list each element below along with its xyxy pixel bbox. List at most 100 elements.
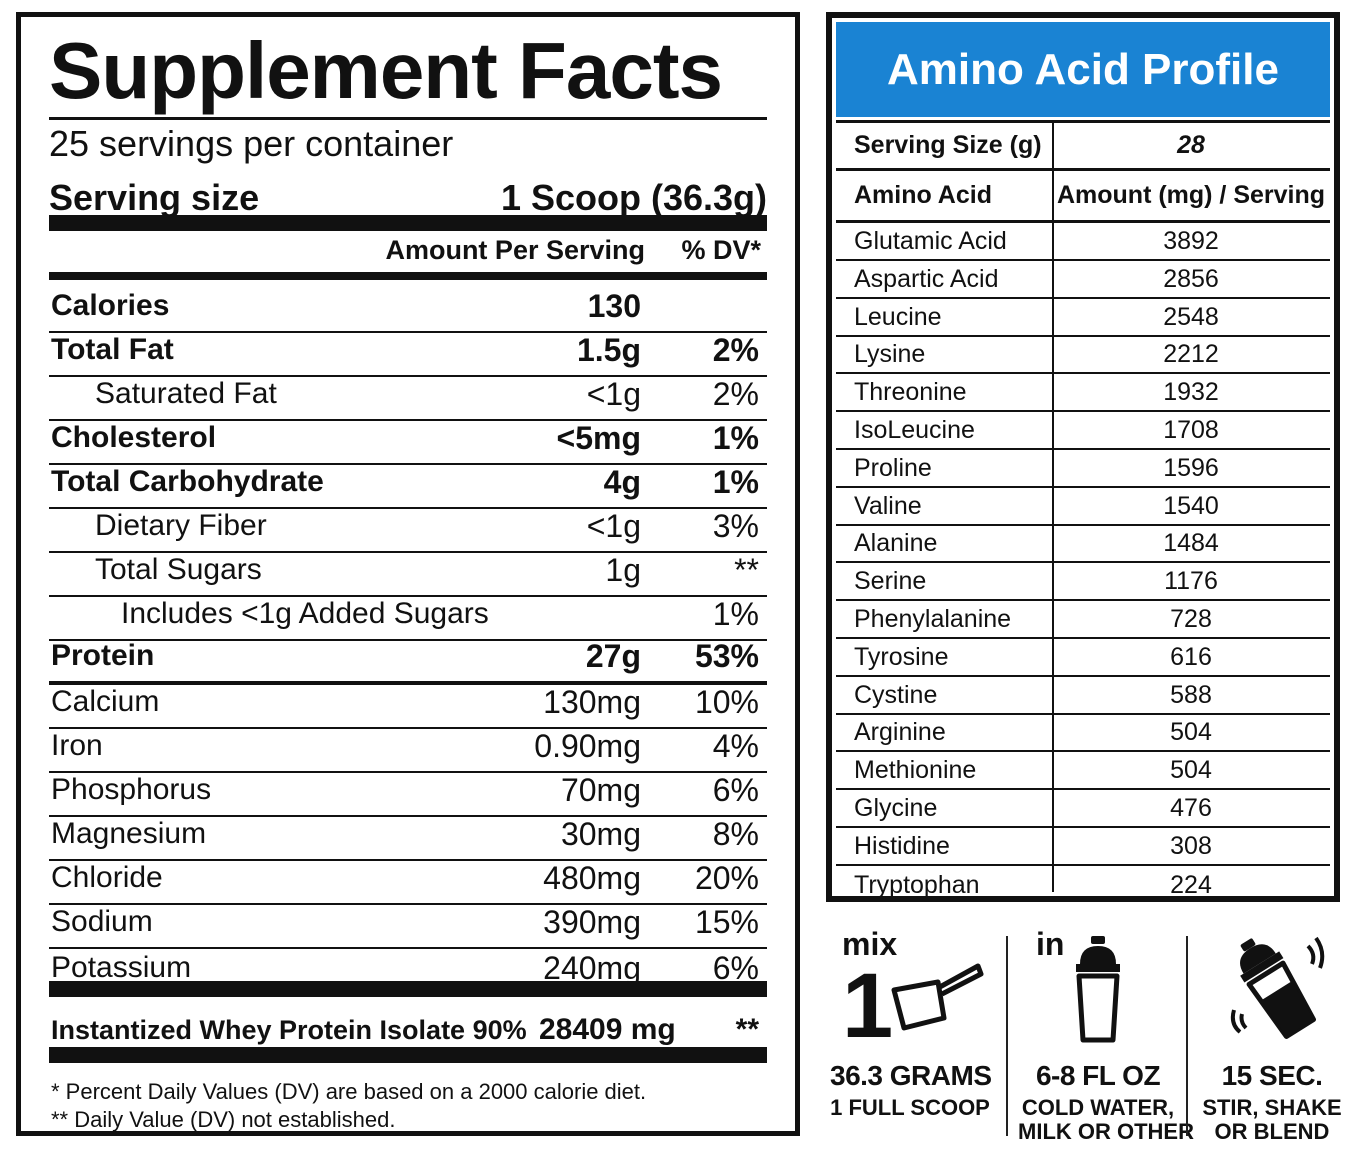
amino-acid-row: IsoLeucine 1708 xyxy=(836,412,1330,450)
shake-method-2: OR BLEND xyxy=(1214,1119,1330,1144)
amino-acid-amount: 224 xyxy=(1170,870,1212,899)
amino-acid-amount: 1540 xyxy=(1163,491,1219,520)
nutrient-row: Saturated Fat <1g 2% xyxy=(49,376,767,421)
scoop-count: 1 xyxy=(842,955,894,1057)
nutrient-name: Potassium xyxy=(51,951,192,984)
amino-acid-name: Cystine xyxy=(854,680,938,709)
amino-acid-row: Lysine 2212 xyxy=(836,336,1330,374)
nutrient-amount: 1.5g xyxy=(576,332,641,368)
blend-dv: ** xyxy=(735,1013,759,1046)
amino-acid-amount: 504 xyxy=(1170,717,1212,746)
amino-acid-name: Phenylalanine xyxy=(854,604,1012,633)
nutrient-row: Dietary Fiber <1g 3% xyxy=(49,508,767,553)
nutrient-row: Cholesterol <5mg 1% xyxy=(49,420,767,465)
nutrient-amount: 130mg xyxy=(543,684,641,720)
amino-acid-name: Valine xyxy=(854,491,922,520)
amino-acid-amount: 2212 xyxy=(1163,339,1219,368)
amount-header: Amount (mg) / Serving xyxy=(1056,181,1326,209)
liquid-type-1: COLD WATER, xyxy=(1021,1095,1175,1120)
amino-acid-row: Aspartic Acid 2856 xyxy=(836,261,1330,299)
nutrient-dv: 10% xyxy=(694,684,759,720)
in-word: in xyxy=(1036,926,1065,962)
nutrient-name: Saturated Fat xyxy=(95,377,277,410)
nutrient-amount: 480mg xyxy=(543,860,641,896)
amino-acid-row: Serine 1176 xyxy=(836,563,1330,601)
footnote-dv: * Percent Daily Values (DV) are based on… xyxy=(51,1079,647,1104)
nutrient-amount: 4g xyxy=(603,464,641,500)
amino-acid-name: Glycine xyxy=(854,793,938,822)
amino-acid-amount: 1932 xyxy=(1163,377,1219,406)
amino-acid-name: Tryptophan xyxy=(854,870,980,899)
amino-acid-name: Methionine xyxy=(854,755,977,784)
blend-name: Instantized Whey Protein Isolate 90% xyxy=(51,1015,527,1045)
amino-acid-name: Tyrosine xyxy=(854,642,949,671)
amino-acid-profile-title: Amino Acid Profile xyxy=(836,22,1330,117)
amino-acid-row: Leucine 2548 xyxy=(836,299,1330,337)
nutrient-amount: 240mg xyxy=(543,950,641,986)
shake-duration: 15 SEC. xyxy=(1221,1060,1323,1091)
supplement-facts-panel: Supplement Facts 25 servings per contain… xyxy=(16,12,800,1136)
nutrient-row: Calories 130 xyxy=(49,288,767,333)
nutrient-dv: 8% xyxy=(712,816,759,852)
nutrient-dv: 15% xyxy=(694,904,759,940)
nutrient-dv: 4% xyxy=(712,728,759,764)
amino-acid-row: Tyrosine 616 xyxy=(836,639,1330,677)
amino-acid-name: Glutamic Acid xyxy=(854,226,1007,255)
nutrient-name: Protein xyxy=(51,639,155,672)
amino-acid-row: Alanine 1484 xyxy=(836,525,1330,563)
amino-acid-amount: 616 xyxy=(1170,642,1212,671)
shake-method-1: STIR, SHAKE xyxy=(1202,1095,1342,1120)
daily-value-header: % DV* xyxy=(681,235,761,265)
nutrient-dv: 6% xyxy=(712,950,759,986)
footnote-not-established: ** Daily Value (DV) not established. xyxy=(51,1107,396,1132)
amino-acid-amount: 1484 xyxy=(1163,528,1219,557)
serving-size-value: 1 Scoop (36.3g) xyxy=(500,177,767,218)
nutrient-row: Phosphorus 70mg 6% xyxy=(49,772,767,817)
nutrient-name: Cholesterol xyxy=(51,421,217,454)
amino-acid-row: Proline 1596 xyxy=(836,450,1330,488)
amino-acid-row: Histidine 308 xyxy=(836,828,1330,866)
scoop-grams: 36.3 GRAMS xyxy=(830,1060,992,1091)
amino-acid-table: Serving Size (g) 28 Amino Acid Amount (mg) … xyxy=(836,120,1330,899)
amino-acid-name: Threonine xyxy=(854,377,967,406)
nutrient-dv: 1% xyxy=(712,596,759,632)
nutrient-row: Potassium 240mg 6% xyxy=(49,949,767,993)
nutrient-row: Chloride 480mg 20% xyxy=(49,860,767,905)
nutrient-dv: 1% xyxy=(712,420,759,456)
amino-acid-amount: 728 xyxy=(1170,604,1212,633)
nutrient-amount: 30mg xyxy=(560,816,641,852)
amino-acid-header: Amino Acid xyxy=(854,181,992,209)
nutrient-dv: ** xyxy=(734,552,759,588)
nutrient-name: Calcium xyxy=(51,685,160,718)
shaker-bottle-icon xyxy=(1072,934,1124,1051)
servings-per-container: 25 servings per container xyxy=(49,123,454,164)
nutrient-name: Calories xyxy=(51,289,170,322)
mix-step-scoop: mix 1 36.3 GRAMS 1 FULL SCOOP xyxy=(830,920,992,1140)
liquid-type-2: MILK OR OTHER xyxy=(1018,1119,1194,1144)
amino-acid-amount: 308 xyxy=(1170,831,1212,860)
mix-step-shake: 15 SEC. STIR, SHAKE OR BLEND xyxy=(1192,920,1352,1144)
amino-acid-row: Methionine 504 xyxy=(836,752,1330,790)
column-divider xyxy=(1052,123,1054,892)
mix-word: mix xyxy=(842,926,898,962)
amino-acid-name: Proline xyxy=(854,453,932,482)
step-separator xyxy=(1006,936,1008,1136)
amino-acid-amount: 3892 xyxy=(1163,226,1219,255)
nutrient-row: Total Sugars 1g ** xyxy=(49,552,767,597)
nutrient-name: Phosphorus xyxy=(51,773,212,806)
amino-acid-name: Lysine xyxy=(854,339,926,368)
amino-acid-amount: 2856 xyxy=(1163,264,1219,293)
serving-size-row: Serving Size (g) 28 xyxy=(836,123,1330,171)
liquid-amount: 6-8 FL OZ xyxy=(1035,1060,1161,1091)
nutrient-row: Sodium 390mg 15% xyxy=(49,904,767,949)
nutrient-name: Sodium xyxy=(51,905,153,938)
amino-acid-amount: 476 xyxy=(1170,793,1212,822)
nutrient-name: Total Fat xyxy=(51,333,174,366)
nutrient-amount: 0.90mg xyxy=(534,728,641,764)
header-rule xyxy=(49,272,767,280)
nutrient-amount: 390mg xyxy=(543,904,641,940)
amount-per-serving-header: Amount Per Serving xyxy=(385,235,645,265)
nutrient-row: Magnesium 30mg 8% xyxy=(49,816,767,861)
nutrient-dv: 20% xyxy=(694,860,759,896)
nutrient-amount: <1g xyxy=(586,376,641,412)
